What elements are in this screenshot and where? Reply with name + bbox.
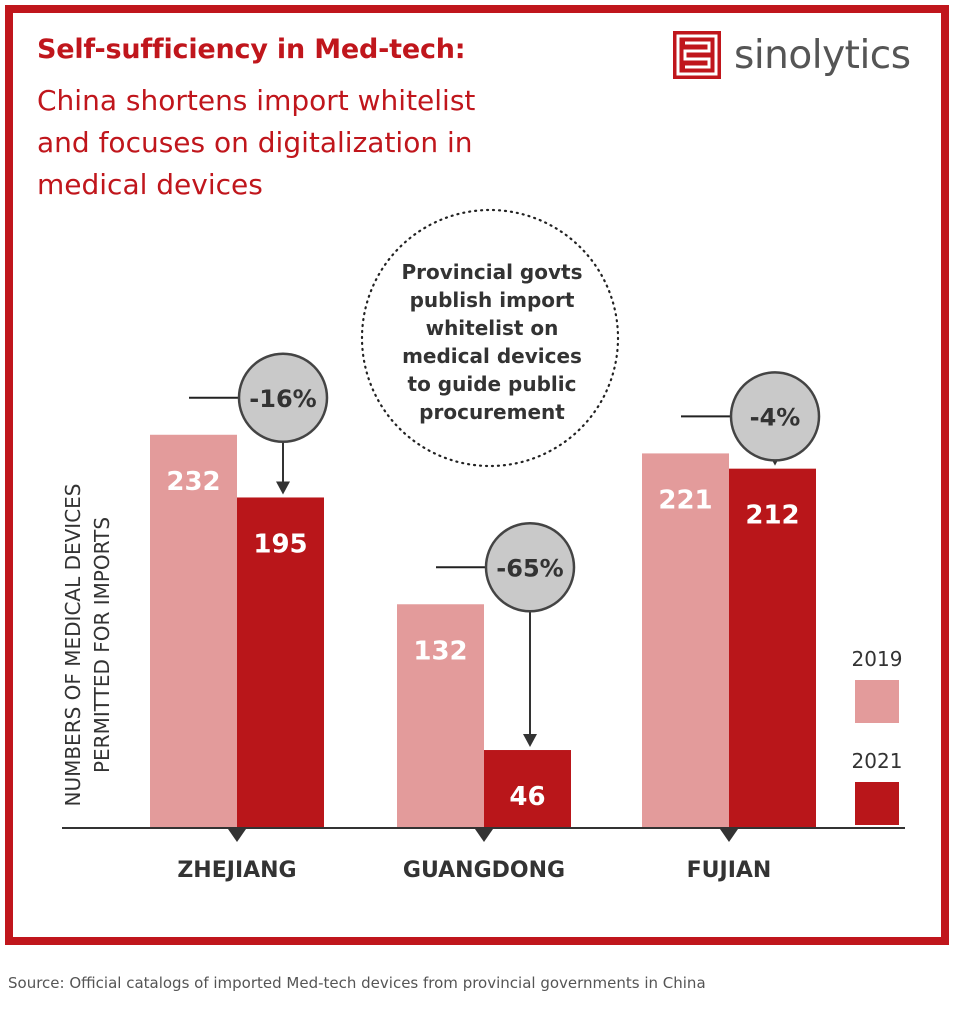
chart-frame [5,5,949,945]
change-arrow-head [276,481,290,495]
annotation-text: Provincial govts publish import whitelist … [402,260,583,424]
bar-2019-fujian [642,453,729,828]
legend-swatch-2019 [855,680,899,723]
source-note: Source: Official catalogs of imported Me… [8,974,706,992]
category-marker [228,829,246,842]
change-badge [484,522,576,613]
bar-2019-zhejiang [150,434,237,828]
category-label: ZHEJIANG [177,858,296,883]
change-badge-label: -16% [249,385,316,413]
change-badge [237,352,329,444]
data-label: 221 [658,485,712,515]
y-axis-label: NUMBERS OF MEDICAL DEVICES PERMITTED FOR … [61,483,114,806]
sinolytics-logo-icon [673,31,721,79]
sinolytics-logo: sinolytics [672,30,911,80]
change-badge [729,371,821,462]
category-label: FUJIAN [687,858,772,883]
legend-swatch-2021 [855,782,899,825]
data-label: 212 [745,501,799,531]
bar-chart: 232 195 132 46 221 212 ZHEJIANG GUANGDONG FUJIA… [61,208,905,883]
category-label: GUANGDONG [403,858,565,883]
chart-subtitle: China shortens import whitelist and focu… [37,80,597,206]
legend-label-2021: 2021 [852,749,903,773]
bar-2021-zhejiang [237,497,324,828]
subtitle-line: China shortens import whitelist [37,84,476,117]
chart-title: Self-sufficiency in Med-tech: [37,34,466,65]
data-label: 232 [166,467,220,497]
subtitle-line: and focuses on digitalization in [37,126,473,159]
logo-text: sinolytics [734,32,911,78]
change-badge-label: -65% [496,554,563,582]
category-marker [720,829,738,842]
change-badge-label: -4% [750,403,801,431]
subtitle-line: medical devices [37,168,263,201]
data-label: 195 [253,529,307,559]
bar-2021-fujian [729,468,816,828]
change-arrow-head [523,734,537,748]
legend-label-2019: 2019 [852,647,903,671]
bar-2019-guangdong [397,604,484,828]
bar-2021-guangdong [484,750,571,828]
data-label: 132 [413,636,467,666]
data-label: 46 [509,782,545,812]
category-marker [475,829,493,842]
annotation-circle [360,208,620,468]
